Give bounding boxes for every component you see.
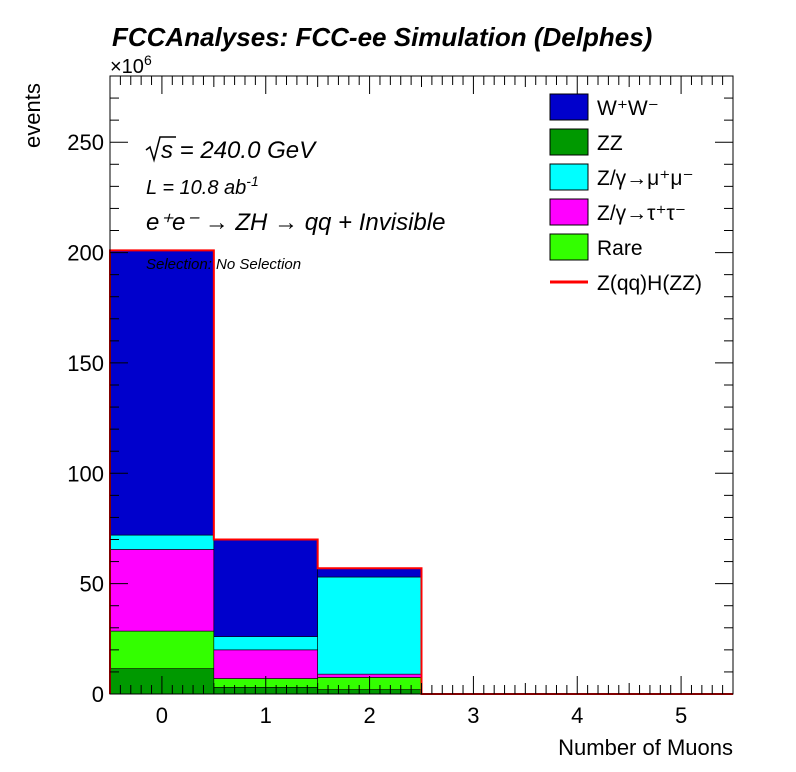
legend-label-signal: Z(qq)H(ZZ) (597, 272, 702, 295)
bar-segment-z-bin-2 (317, 576, 422, 675)
x-axis-label: Number of Muons (558, 735, 733, 760)
bar-segment-z-bin-1 (213, 649, 318, 679)
y-tick-label-100: 100 (67, 461, 104, 486)
legend-label-3: Z/γ→τ⁺τ⁻ (597, 202, 686, 225)
bar-segment-z-bin-1 (213, 636, 318, 651)
sqrt-s-annotation: s = 240.0 GeV (145, 136, 317, 164)
legend-swatch-2 (549, 163, 589, 191)
luminosity-annotation: L = 10.8 ab-1 (146, 173, 259, 199)
y-tick-label-0: 0 (92, 682, 104, 707)
legend: W⁺W⁻ ZZ Z/γ→μ⁺μ⁻ Z/γ→τ⁺τ⁻ Rare Z(qq)H(ZZ) (549, 93, 702, 295)
bar-segment-ww-bin-2 (317, 567, 422, 578)
chart-title: FCCAnalyses: FCC-ee Simulation (Delphes) (112, 22, 652, 52)
y-axis-label: events (20, 83, 45, 148)
y-tick-label-250: 250 (67, 130, 104, 155)
x-tick-label-3: 3 (467, 703, 479, 728)
process-annotation: e⁺e⁻ → ZH → qq + Invisible (146, 209, 445, 236)
bar-segment-z-bin-0 (109, 549, 215, 632)
legend-label-2: Z/γ→μ⁺μ⁻ (597, 167, 694, 190)
y-tick-label-200: 200 (67, 241, 104, 266)
legend-label-4: Rare (597, 237, 643, 260)
legend-swatch-3 (549, 198, 589, 226)
sqrt-s-text: s = 240.0 GeV (161, 137, 317, 164)
x-tick-label-5: 5 (675, 703, 687, 728)
legend-swatch-4 (549, 233, 589, 261)
x-tick-label-2: 2 (363, 703, 375, 728)
selection-annotation: Selection: No Selection (146, 256, 301, 273)
y-multiplier: ×106 (110, 52, 152, 78)
legend-label-0: W⁺W⁻ (597, 97, 659, 120)
legend-swatch-0 (549, 93, 589, 121)
bar-segment-rare-bin-0 (109, 630, 215, 669)
bar-segment-ww-bin-0 (109, 250, 215, 536)
bar-segment-ww-bin-1 (213, 539, 318, 637)
bar-segment-z-bin-0 (109, 534, 215, 550)
x-tick-label-0: 0 (156, 703, 168, 728)
sqrt-symbol (145, 136, 176, 163)
y-tick-label-50: 50 (80, 572, 104, 597)
y-tick-label-150: 150 (67, 351, 104, 376)
x-tick-label-4: 4 (571, 703, 583, 728)
legend-label-1: ZZ (597, 132, 623, 155)
legend-swatch-1 (549, 128, 589, 156)
x-tick-label-1: 1 (260, 703, 272, 728)
